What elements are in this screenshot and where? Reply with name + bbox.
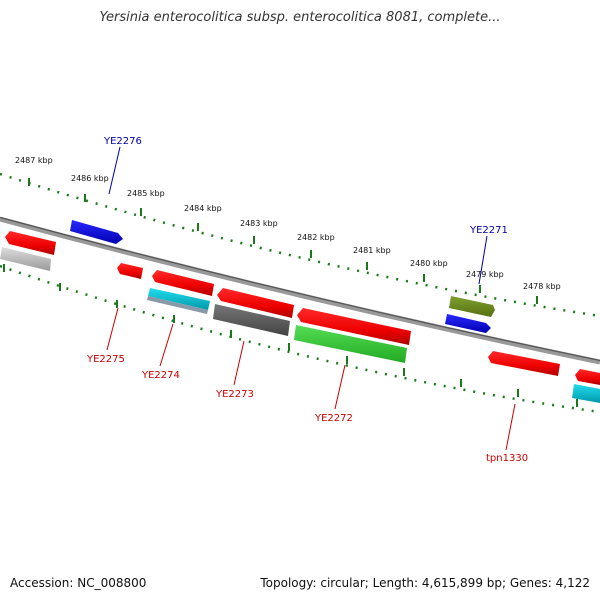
forward-gene-labels xyxy=(108,146,488,285)
gene-ye2272-green[interactable] xyxy=(294,325,407,363)
gene-ye2273-red[interactable] xyxy=(217,288,294,318)
reverse-scale xyxy=(0,264,600,414)
map-title: Yersinia enterocolitica subsp. enterocol… xyxy=(99,10,501,25)
gene-label-ye2275[interactable]: YE2275 xyxy=(86,354,125,365)
scale-label: 2483 kbp xyxy=(240,219,278,228)
scale-label: 2486 kbp xyxy=(71,174,109,183)
gene-label-ye2273[interactable]: YE2273 xyxy=(215,389,254,400)
gene-label-tpn1330[interactable]: tpn1330 xyxy=(486,453,528,464)
scale-label: 2478 kbp xyxy=(523,282,561,291)
gene-ye2276[interactable] xyxy=(70,220,123,244)
gene-label-ye2271[interactable]: YE2271 xyxy=(469,225,508,236)
reverse-scale-ticks xyxy=(3,264,578,407)
reverse-genes xyxy=(0,231,600,403)
reverse-gene-labels xyxy=(106,307,516,451)
scale-label: 2479 kbp xyxy=(466,270,504,279)
gene-ye2273-grey[interactable] xyxy=(213,304,290,336)
forward-scale: 2487 kbp 2486 kbp 2485 kbp 2484 kbp 2483… xyxy=(0,156,600,318)
gene-red-edge[interactable] xyxy=(575,369,600,385)
gene-ye2272-red[interactable] xyxy=(297,308,411,345)
scale-label: 2480 kbp xyxy=(410,259,448,268)
gene-label-ye2272[interactable]: YE2272 xyxy=(314,413,353,424)
forward-scale-dots xyxy=(0,172,600,318)
gene-ye2274-grey[interactable] xyxy=(147,296,208,314)
gene-label-ye2274[interactable]: YE2274 xyxy=(141,370,180,381)
gene-lightgrey[interactable] xyxy=(0,247,51,271)
gene-ye2271-olive[interactable] xyxy=(449,296,495,317)
label-leader xyxy=(478,235,488,285)
gene-ye2274-cyan[interactable] xyxy=(148,288,210,310)
forward-scale-ticks xyxy=(28,178,538,304)
scale-label: 2485 kbp xyxy=(127,189,165,198)
label-leader xyxy=(334,364,346,410)
gene-ye2274-red[interactable] xyxy=(152,270,214,296)
scale-label: 2481 kbp xyxy=(353,246,391,255)
scale-label: 2487 kbp xyxy=(15,156,53,165)
gene-ye2275[interactable] xyxy=(117,263,143,279)
scale-label: 2482 kbp xyxy=(297,233,335,242)
gene-cyan-edge[interactable] xyxy=(572,384,600,403)
scale-label: 2484 kbp xyxy=(184,204,222,213)
gene-red[interactable] xyxy=(5,231,56,255)
label-leader xyxy=(505,403,516,451)
accession-text: Accession: NC_008800 xyxy=(10,576,147,590)
gene-label-ye2276[interactable]: YE2276 xyxy=(103,136,142,147)
label-leader xyxy=(159,323,174,367)
gene-tpn1330[interactable] xyxy=(488,351,560,376)
label-leader xyxy=(108,146,121,195)
gene-ye2271-blue[interactable] xyxy=(445,314,491,333)
genome-summary-text: Topology: circular; Length: 4,615,899 bp… xyxy=(260,576,590,590)
forward-genes xyxy=(70,220,495,333)
genome-backbone xyxy=(0,216,600,365)
label-leader xyxy=(233,340,245,386)
label-leader xyxy=(106,307,119,351)
